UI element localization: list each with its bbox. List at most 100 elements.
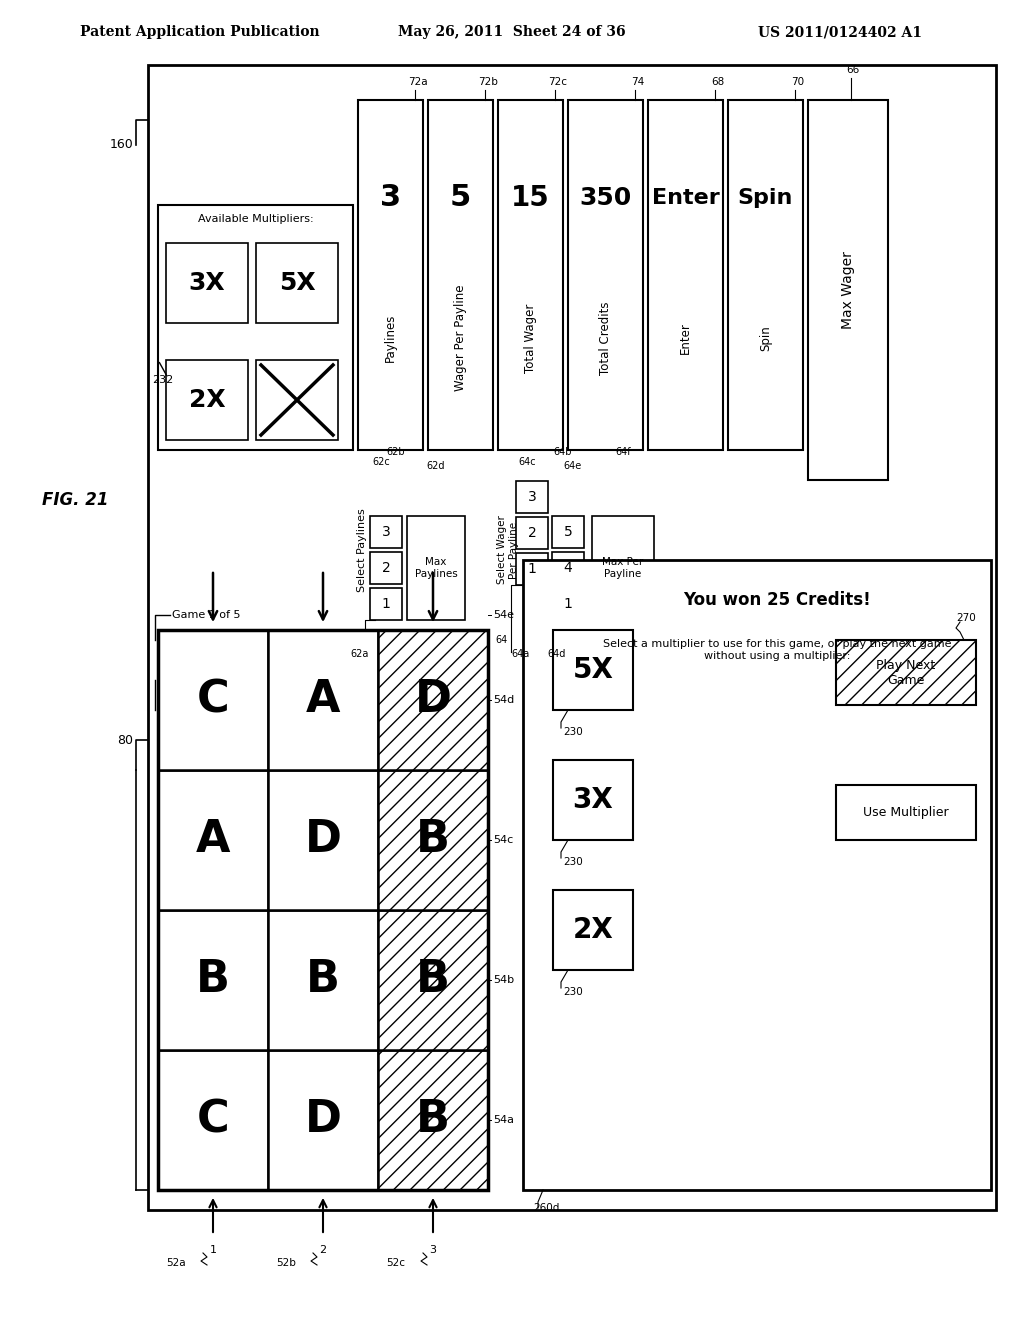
Text: 2: 2 [319,1245,327,1255]
Text: B: B [196,958,230,1002]
Text: 66: 66 [847,65,859,75]
Text: 2X: 2X [188,388,225,412]
Text: 1: 1 [527,562,537,576]
Bar [428,100,493,450]
Text: You won 25 Credits!: You won 25 Credits! [683,591,870,609]
Text: 72c: 72c [549,77,567,87]
Text: Paylines: Paylines [384,314,397,362]
Text: 230: 230 [563,727,583,737]
Bar [378,770,488,909]
Text: Total Wager: Total Wager [524,304,537,372]
Text: 64c: 64c [518,457,536,467]
Text: 232: 232 [152,375,173,385]
Text: 1: 1 [210,1245,216,1255]
Text: Use Multiplier: Use Multiplier [863,807,949,818]
Bar [516,480,548,513]
Text: A: A [196,818,230,862]
Bar [516,517,548,549]
Bar [553,630,633,710]
Bar [516,553,548,585]
Text: 3X: 3X [188,271,225,294]
Text: 4: 4 [563,561,572,576]
Text: 54a: 54a [493,1115,514,1125]
Text: D: D [304,1098,341,1142]
Text: 230: 230 [563,987,583,997]
Text: 260d: 260d [534,1203,559,1213]
Text: 64f: 64f [615,447,631,457]
Bar [836,640,976,705]
Bar [268,909,378,1049]
Bar [648,100,723,450]
Text: 3: 3 [382,525,390,539]
Text: 350: 350 [580,186,632,210]
Text: Enter: Enter [651,187,720,209]
Text: 62c: 62c [372,457,390,467]
Text: 3X: 3X [572,785,613,814]
Text: Select a multiplier to use for this game, or play the next game
without using a : Select a multiplier to use for this game… [603,639,951,661]
Text: 74: 74 [632,77,645,87]
Text: 62b: 62b [387,447,406,457]
Bar [158,630,488,1191]
Text: 52a: 52a [166,1258,185,1269]
Bar [256,360,338,440]
Bar [158,630,268,770]
Bar [568,100,643,450]
Text: 54b: 54b [493,975,514,985]
Bar [553,760,633,840]
Bar [166,243,248,322]
Bar [158,770,268,909]
Bar [523,560,991,1191]
Bar [728,100,803,450]
Bar [148,65,996,1210]
Text: 2X: 2X [572,916,613,944]
Bar [158,909,268,1049]
Text: Patent Application Publication: Patent Application Publication [80,25,319,40]
Text: 52c: 52c [386,1258,406,1269]
Text: 62d: 62d [427,461,445,471]
Text: B: B [416,958,450,1002]
Text: Available Multipliers:: Available Multipliers: [198,214,313,224]
Text: 68: 68 [712,77,725,87]
Bar [836,785,976,840]
Text: FIG. 21: FIG. 21 [42,491,109,510]
Text: Max Per
Payline: Max Per Payline [602,557,644,578]
Text: 72a: 72a [409,77,428,87]
Bar [407,516,465,620]
Text: Game 1 of 5: Game 1 of 5 [172,610,241,620]
Bar [552,587,584,620]
Text: 54c: 54c [493,836,513,845]
Text: Select Wager
Per Payline: Select Wager Per Payline [498,516,519,585]
Text: 230: 230 [563,857,583,867]
Text: A: A [306,678,340,722]
Bar [808,100,888,480]
Text: 5: 5 [450,183,471,213]
Bar [268,1049,378,1191]
Text: 72b: 72b [478,77,498,87]
Text: 2: 2 [382,561,390,576]
Bar [552,516,584,548]
Text: 64b: 64b [554,447,572,457]
Bar [370,587,402,620]
Bar [268,770,378,909]
Text: B: B [306,958,340,1002]
Bar [592,516,654,620]
Bar [370,516,402,548]
Text: 62a: 62a [351,649,370,659]
Text: Select Paylines: Select Paylines [357,508,367,591]
Text: Max
Paylines: Max Paylines [415,557,458,578]
Text: Wager Per Payline: Wager Per Payline [454,285,467,391]
Text: 5X: 5X [572,656,613,684]
Bar [378,1049,488,1191]
Text: Total Credits: Total Credits [599,301,612,375]
Text: C: C [197,678,229,722]
Text: 64a: 64a [512,649,530,659]
Text: 1: 1 [382,597,390,611]
Text: 70: 70 [792,77,805,87]
Text: 64e: 64e [564,461,582,471]
Text: 5: 5 [563,525,572,539]
Text: C: C [197,1098,229,1142]
Text: Spin: Spin [759,325,772,351]
Bar [158,1049,268,1191]
Text: Enter: Enter [679,322,692,354]
Bar [256,243,338,322]
